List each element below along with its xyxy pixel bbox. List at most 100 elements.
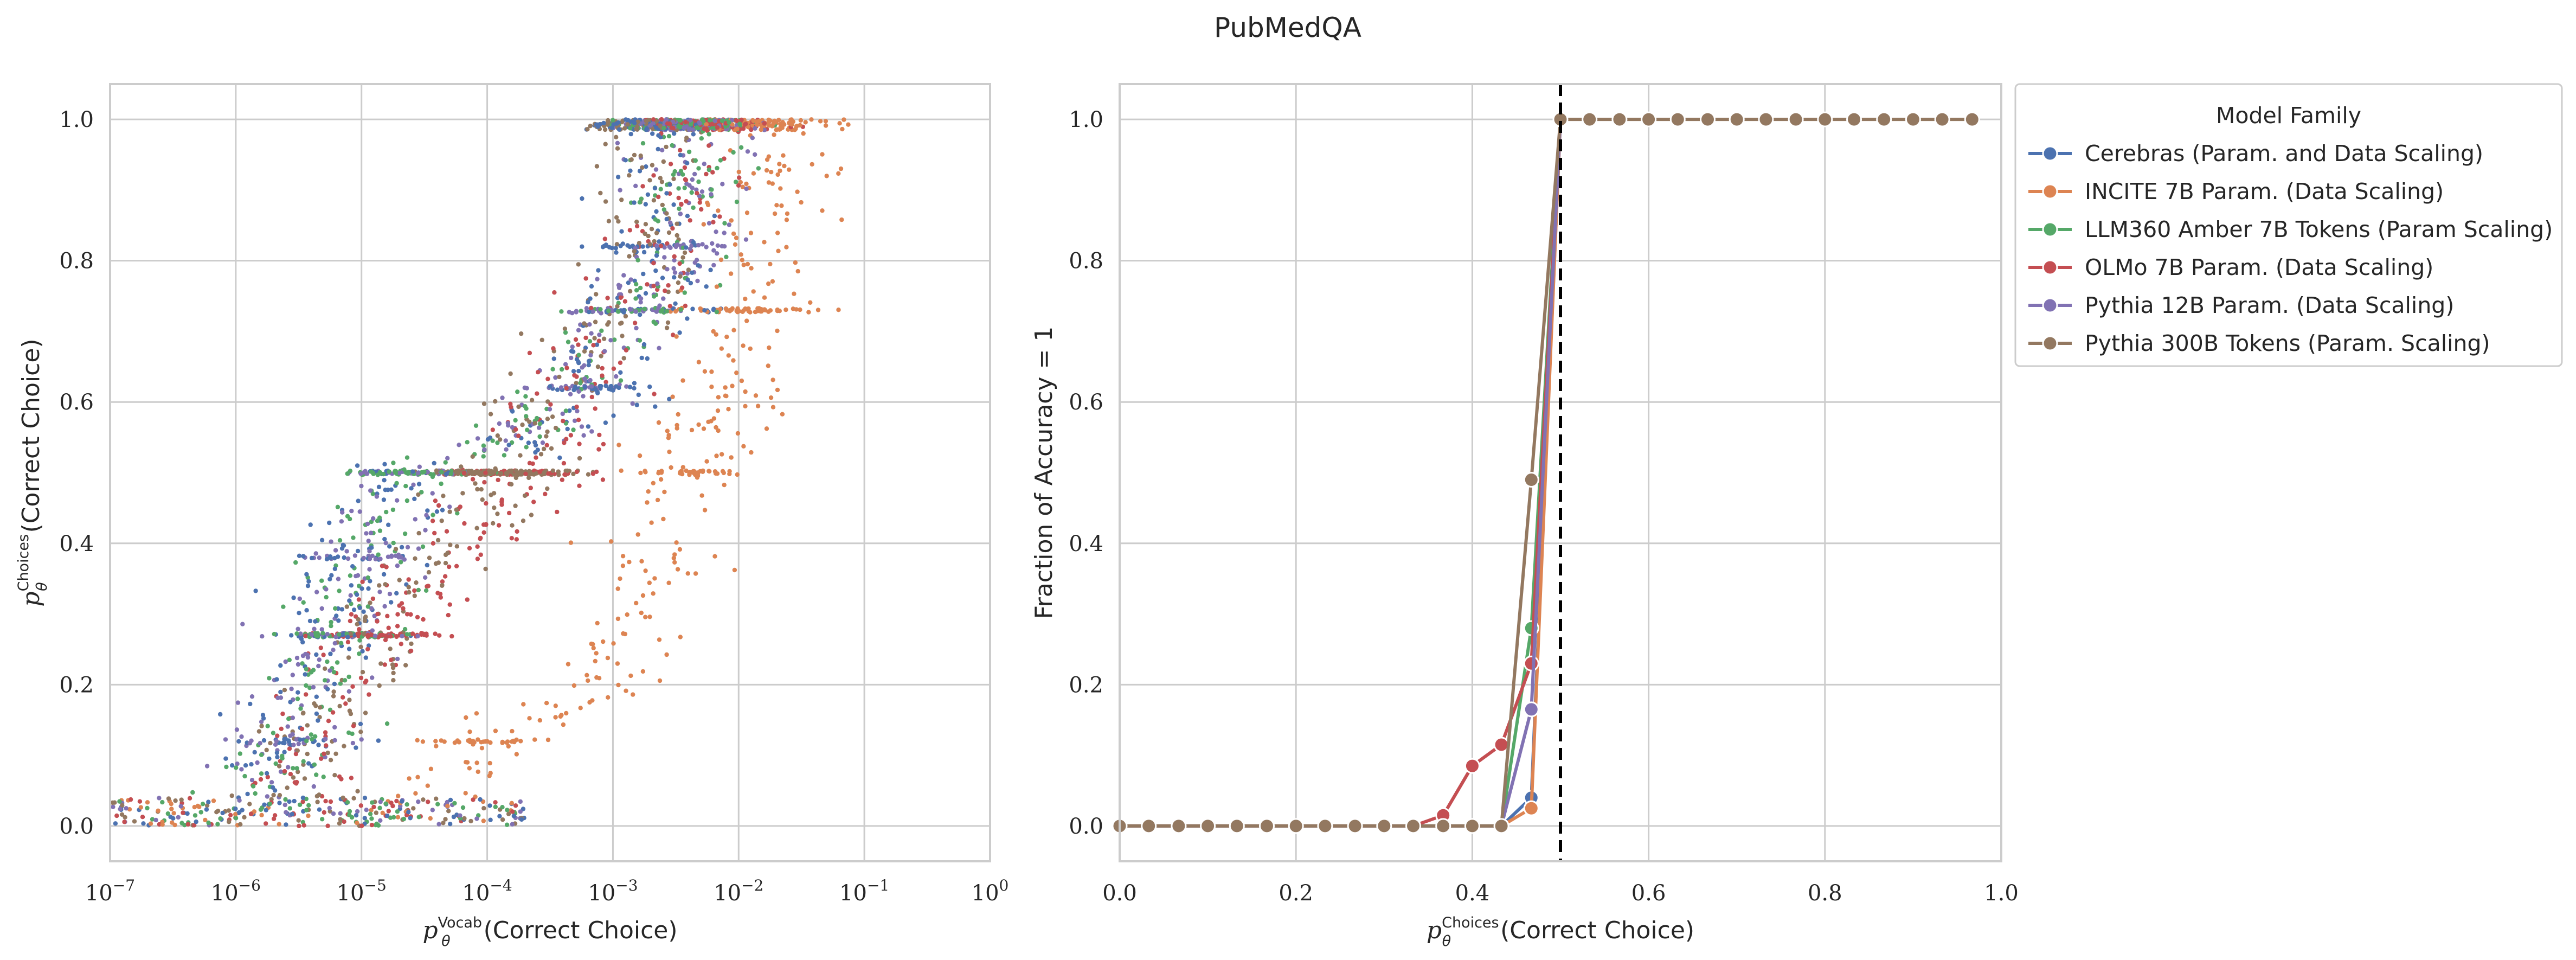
scatter-point [288, 733, 293, 738]
scatter-point [657, 637, 662, 642]
scatter-point [434, 796, 439, 801]
scatter-point [711, 329, 716, 334]
scatter-point [674, 540, 679, 545]
scatter-point [691, 240, 696, 245]
scatter-point [583, 276, 588, 281]
line-y-tick-label: 0.8 [1069, 249, 1103, 274]
scatter-point [651, 591, 656, 596]
scatter-point [233, 812, 238, 817]
scatter-point [445, 456, 450, 460]
scatter-point [550, 414, 555, 419]
scatter-point [611, 118, 615, 123]
scatter-point [402, 626, 408, 632]
scatter-point [399, 560, 403, 565]
scatter-point [661, 207, 667, 212]
scatter-point [455, 511, 460, 516]
scatter-point [571, 683, 577, 688]
scatter-point [367, 556, 372, 561]
scatter-point [696, 360, 702, 364]
scatter-point [481, 818, 486, 823]
scatter-point [740, 258, 745, 263]
scatter-point [710, 241, 715, 246]
legend-label: Pythia 12B Param. (Data Scaling) [2085, 292, 2454, 318]
scatter-point [639, 559, 644, 564]
scatter-point [235, 761, 240, 766]
scatter-point [776, 248, 781, 253]
scatter-point [304, 608, 309, 613]
scatter-point [385, 613, 390, 619]
scatter-point [726, 407, 731, 412]
scatter-point [324, 743, 329, 748]
scatter-point [652, 294, 657, 299]
scatter-point [381, 633, 386, 638]
scatter-point [321, 775, 326, 779]
scatter-point [564, 366, 569, 370]
scatter-point [443, 561, 448, 566]
scatter-point [625, 612, 629, 617]
scatter-point [626, 280, 631, 285]
scatter-point [365, 632, 370, 638]
scatter-point [347, 812, 352, 817]
scatter-point [513, 803, 518, 808]
scatter-point [156, 808, 160, 814]
scatter-point [247, 802, 252, 807]
scatter-point [265, 794, 270, 799]
scatter-point [506, 510, 512, 516]
scatter-point [330, 710, 336, 715]
scatter-point [333, 548, 338, 553]
scatter-point [769, 170, 774, 175]
scatter-point [348, 631, 353, 636]
scatter-point [233, 807, 238, 811]
scatter-point [526, 440, 531, 445]
scatter-point [544, 701, 549, 706]
scatter-point [701, 468, 705, 473]
legend-entry: LLM360 Amber 7B Tokens (Param Scaling) [2028, 216, 2553, 242]
scatter-point [342, 678, 348, 683]
scatter-point [607, 245, 612, 249]
scatter-point [361, 609, 366, 615]
scatter-point [527, 419, 532, 424]
scatter-point [443, 817, 448, 822]
scatter-point [357, 627, 362, 632]
scatter-point [665, 428, 670, 433]
scatter-point [671, 266, 676, 271]
line-series-marker [1288, 818, 1304, 834]
scatter-point [319, 578, 324, 583]
scatter-point [561, 419, 566, 424]
scatter-point [621, 273, 626, 278]
scatter-point [669, 465, 673, 470]
scatter-point [772, 118, 777, 123]
scatter-point [704, 245, 709, 249]
scatter-point [671, 555, 677, 561]
scatter-point [657, 239, 661, 244]
scatter-point [475, 436, 480, 441]
line-series-marker [1259, 818, 1275, 834]
scatter-point [265, 724, 270, 728]
scatter-x-tick-label: 10−6 [211, 876, 261, 906]
line-frame [1119, 83, 2002, 862]
line-y-axis-label: Fraction of Accuracy = 1 [1030, 327, 1058, 619]
scatter-point [687, 472, 692, 477]
scatter-point [676, 280, 681, 285]
scatter-point [346, 689, 351, 694]
scatter-point [770, 279, 775, 284]
scatter-point [237, 810, 242, 815]
scatter-point [384, 565, 389, 569]
scatter-point [582, 321, 587, 326]
legend-entry: OLMo 7B Param. (Data Scaling) [2028, 254, 2433, 280]
scatter-point [252, 809, 257, 814]
scatter-point [664, 325, 670, 330]
scatter-point [347, 697, 352, 702]
scatter-point [741, 444, 746, 449]
scatter-point [632, 386, 637, 391]
scatter-point [443, 460, 448, 465]
scatter-point [759, 127, 763, 132]
scatter-point [511, 814, 516, 818]
scatter-point [818, 119, 823, 124]
scatter-point [557, 455, 562, 460]
scatter-point [267, 676, 272, 681]
scatter-point [454, 544, 459, 549]
scatter-point [468, 818, 473, 824]
scatter-point [421, 797, 426, 802]
scatter-point [416, 815, 421, 820]
